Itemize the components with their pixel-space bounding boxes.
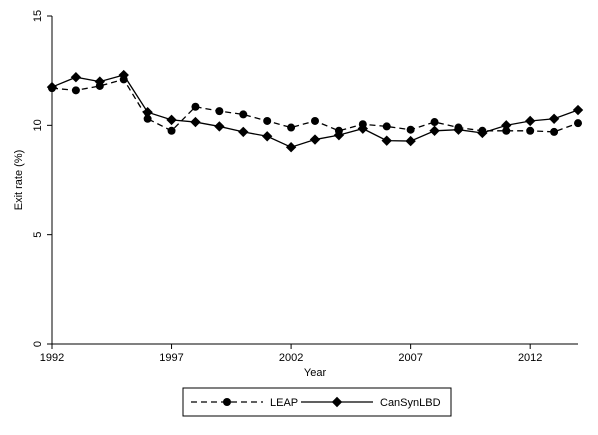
legend-label: CanSynLBD	[380, 397, 441, 409]
data-point-leap	[287, 123, 296, 132]
data-point-cansynlbd	[214, 121, 225, 132]
x-tick-label: 1997	[159, 352, 183, 364]
data-point-leap	[71, 86, 80, 95]
data-point-cansynlbd	[524, 115, 536, 127]
data-point-leap	[550, 127, 559, 136]
data-point-cansynlbd	[477, 127, 488, 139]
data-point-cansynlbd	[46, 81, 58, 93]
y-tick-label: 15	[32, 10, 44, 22]
x-axis-title: Year	[304, 367, 327, 379]
x-tick-label: 2007	[398, 352, 422, 364]
data-point-leap	[382, 122, 391, 131]
data-point-leap	[239, 110, 248, 119]
data-point-cansynlbd	[405, 135, 416, 147]
data-point-leap	[191, 102, 200, 111]
data-point-leap	[406, 125, 415, 134]
data-point-cansynlbd	[309, 134, 321, 145]
legend-marker	[223, 398, 231, 406]
data-point-leap	[430, 118, 439, 127]
legend-item-cansynlbd: CanSynLBD	[301, 396, 441, 409]
y-tick-label: 10	[32, 119, 44, 131]
data-point-cansynlbd	[94, 76, 106, 87]
legend-label: LEAP	[270, 397, 298, 409]
x-tick-label: 2002	[279, 352, 303, 364]
data-point-cansynlbd	[285, 142, 297, 153]
data-point-leap	[215, 107, 224, 116]
x-tick-label: 2012	[518, 352, 542, 364]
data-point-leap	[574, 119, 582, 128]
data-point-cansynlbd	[190, 116, 201, 128]
data-point-cansynlbd	[238, 126, 249, 138]
y-tick-label: 5	[32, 232, 44, 238]
data-point-cansynlbd	[501, 120, 512, 131]
data-point-leap	[526, 126, 535, 135]
data-point-cansynlbd	[572, 104, 584, 116]
data-point-cansynlbd	[142, 107, 153, 118]
data-point-leap	[167, 126, 176, 135]
data-point-cansynlbd	[118, 69, 129, 81]
data-point-cansynlbd	[548, 113, 560, 124]
data-point-cansynlbd	[333, 129, 345, 141]
axes: 0 5 10 15 1992 1997 2002 2007 2012 Year Exit rate …	[13, 10, 578, 379]
x-tick-label: 1992	[40, 352, 64, 364]
data-point-cansynlbd	[70, 72, 82, 83]
data-point-cansynlbd	[166, 114, 177, 126]
data-point-cansynlbd	[261, 131, 273, 142]
data-point-cansynlbd	[453, 124, 464, 135]
data-point-cansynlbd	[381, 135, 392, 146]
legend-item-leap: LEAP	[191, 397, 298, 409]
data-point-cansynlbd	[357, 123, 369, 134]
data-point-leap	[143, 114, 152, 123]
legend: LEAP CanSynLBD	[182, 387, 452, 417]
y-tick-label: 0	[32, 341, 44, 347]
data-point-leap	[502, 126, 511, 135]
legend-marker	[331, 396, 343, 408]
data-point-leap	[311, 116, 319, 125]
series-layer	[46, 69, 584, 153]
data-point-leap	[263, 116, 272, 125]
series-cansynlbd	[46, 69, 584, 153]
data-point-cansynlbd	[429, 125, 440, 136]
y-axis-title: Exit rate (%)	[13, 150, 25, 211]
